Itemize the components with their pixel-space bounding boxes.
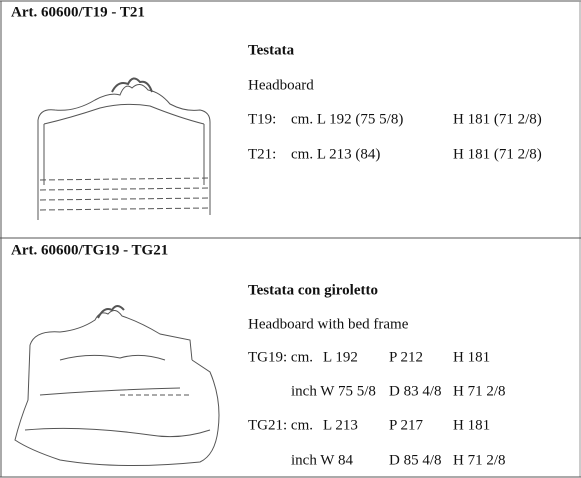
size-height: H 71 2/8 <box>453 452 506 468</box>
product-subtitle: Headboard <box>248 77 314 93</box>
size-height: H 181 (71 2/8) <box>453 146 542 162</box>
size-label: T19: <box>248 111 276 127</box>
section-title: Art. 60600/T19 - T21 <box>11 4 145 20</box>
size-label: TG19: cm. <box>248 349 313 365</box>
size-depth: D 85 4/8 <box>389 452 442 468</box>
size-height: H 181 <box>453 349 490 365</box>
size-label: T21: <box>248 146 276 162</box>
size-depth: D 83 4/8 <box>389 383 442 399</box>
size-label: TG21: cm. <box>248 417 313 433</box>
size-width: L 213 <box>323 417 358 433</box>
size-height: H 181 <box>453 417 490 433</box>
size-width: cm. L 213 (84) <box>291 146 380 162</box>
size-height: H 181 (71 2/8) <box>453 111 542 127</box>
size-width: cm. L 192 (75 5/8) <box>291 111 403 127</box>
size-depth: P 217 <box>389 417 424 433</box>
product-name: Testata <box>248 42 295 58</box>
size-width: L 192 <box>323 349 358 365</box>
size-depth: P 212 <box>389 349 423 365</box>
product-subtitle: Headboard with bed frame <box>248 316 409 332</box>
size-width: inch W 75 5/8 <box>291 383 376 399</box>
headboard-sketch <box>37 77 211 220</box>
size-height: H 71 2/8 <box>453 383 506 399</box>
section-title: Art. 60600/TG19 - TG21 <box>11 242 168 258</box>
product-name: Testata con giroletto <box>248 282 378 298</box>
bed-sketch <box>14 305 220 467</box>
size-width: inch W 84 <box>291 452 353 468</box>
